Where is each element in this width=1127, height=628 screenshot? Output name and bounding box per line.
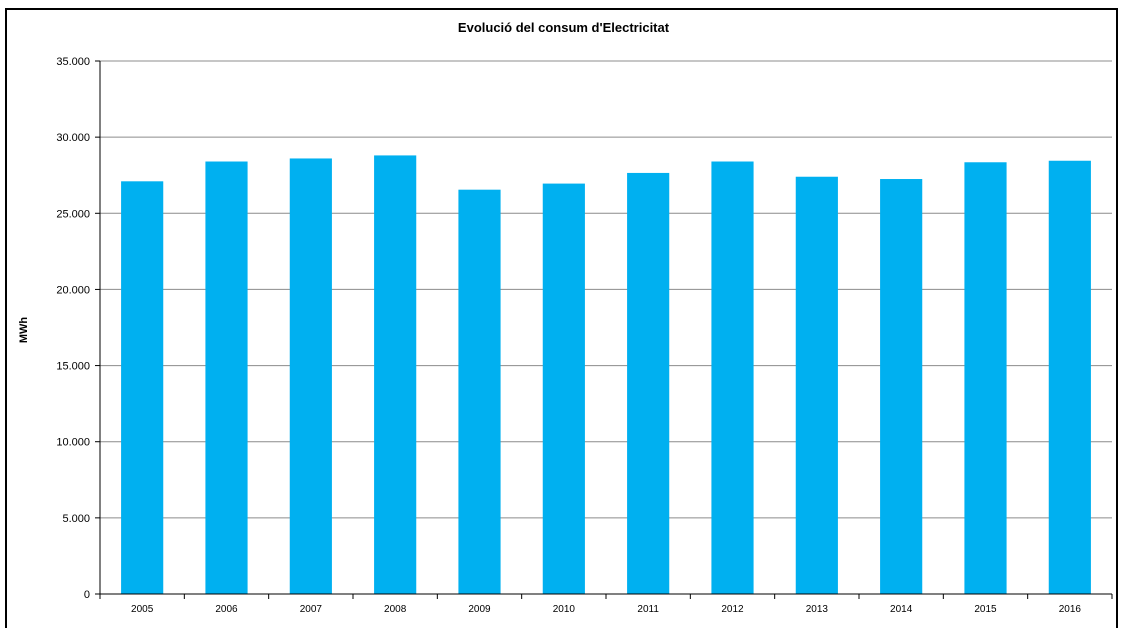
x-tick-labels: 2005 2006 2007 2008 2009 2010 2011 2012 2013 2014… bbox=[131, 604, 1081, 615]
y-tick-label: 25.000 bbox=[56, 208, 90, 220]
bar-2005 bbox=[121, 181, 164, 594]
y-tick-label: 0 bbox=[84, 589, 90, 601]
y-tick-label: 5.000 bbox=[62, 513, 90, 525]
y-tick-label: 15.000 bbox=[56, 361, 90, 373]
bar-2011 bbox=[627, 172, 670, 594]
y-tick-labels: 0 5.000 10.000 15.000 20.000 25.000 30.000 35.0… bbox=[56, 56, 90, 601]
bar-2012 bbox=[711, 161, 754, 594]
x-tick-label: 2006 bbox=[215, 604, 238, 615]
bar-2013 bbox=[795, 176, 838, 595]
x-tick-label: 2014 bbox=[890, 604, 913, 615]
x-tick-label: 2015 bbox=[974, 604, 997, 615]
bars bbox=[121, 155, 1091, 595]
y-tick-label: 35.000 bbox=[56, 56, 90, 68]
x-tick-label: 2013 bbox=[806, 604, 829, 615]
x-tick-label: 2010 bbox=[553, 604, 576, 615]
bar-2015 bbox=[964, 162, 1007, 594]
y-tick-label: 20.000 bbox=[56, 284, 90, 296]
axes bbox=[99, 61, 1112, 595]
bar-2008 bbox=[374, 155, 417, 594]
y-tick-label: 10.000 bbox=[56, 437, 90, 449]
bar-2016 bbox=[1048, 160, 1091, 595]
x-tick-label: 2009 bbox=[468, 604, 491, 615]
y-tick-label: 30.000 bbox=[56, 132, 90, 144]
x-tick-label: 2012 bbox=[721, 604, 744, 615]
bar-2006 bbox=[205, 161, 248, 594]
bar-2010 bbox=[542, 183, 585, 594]
x-tick-label: 2016 bbox=[1059, 604, 1082, 615]
gridlines bbox=[95, 60, 1113, 599]
x-tick-label: 2008 bbox=[384, 604, 407, 615]
bar-2009 bbox=[458, 189, 501, 594]
bar-2007 bbox=[289, 158, 332, 594]
bar-2014 bbox=[880, 179, 923, 594]
x-tick-label: 2011 bbox=[637, 604, 659, 615]
chart-title: Evolució del consum d'Electricitat bbox=[457, 20, 670, 35]
x-tick-label: 2007 bbox=[300, 604, 323, 615]
x-tick-label: 2005 bbox=[131, 604, 154, 615]
